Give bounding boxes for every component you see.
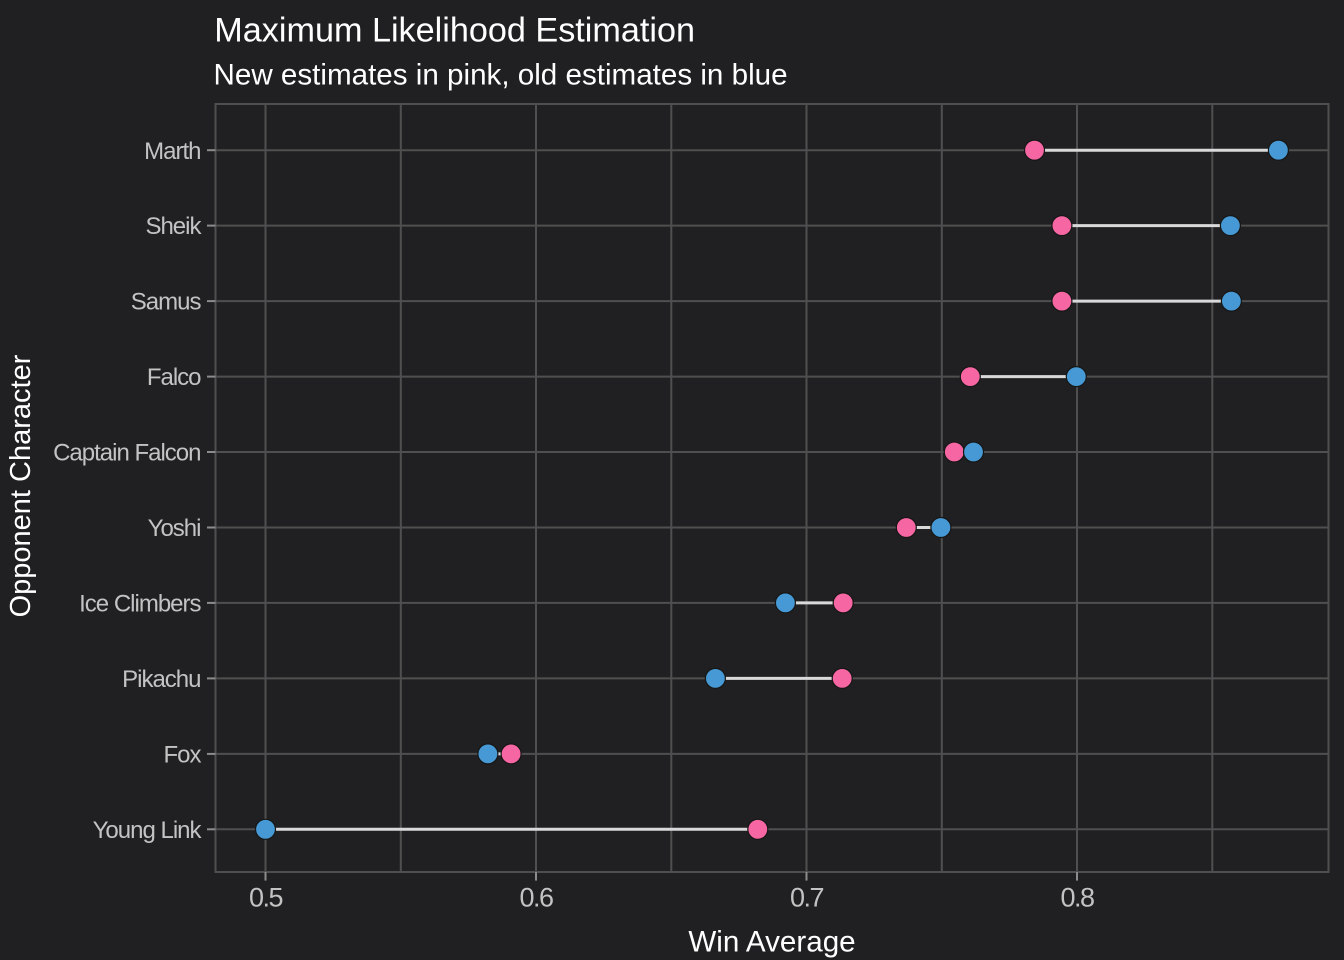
svg-text:0.7: 0.7 xyxy=(790,882,824,912)
svg-text:Fox: Fox xyxy=(163,742,201,769)
svg-text:Opponent Character: Opponent Character xyxy=(5,354,37,617)
svg-text:Sheik: Sheik xyxy=(145,213,202,240)
svg-text:0.5: 0.5 xyxy=(249,882,283,912)
svg-text:Young Link: Young Link xyxy=(93,817,203,844)
svg-text:Captain Falcon: Captain Falcon xyxy=(53,440,200,467)
svg-text:New estimates in pink, old est: New estimates in pink, old estimates in … xyxy=(214,58,788,91)
svg-text:Marth: Marth xyxy=(144,138,200,165)
svg-text:Ice Climbers: Ice Climbers xyxy=(79,591,201,618)
svg-text:Win Average: Win Average xyxy=(688,926,855,959)
svg-text:Maximum Likelihood Estimation: Maximum Likelihood Estimation xyxy=(214,12,695,50)
svg-text:Pikachu: Pikachu xyxy=(122,666,200,693)
svg-text:0.6: 0.6 xyxy=(519,882,553,912)
svg-text:Yoshi: Yoshi xyxy=(148,515,201,542)
svg-text:Falco: Falco xyxy=(147,364,201,391)
svg-text:Samus: Samus xyxy=(131,289,202,316)
svg-text:0.8: 0.8 xyxy=(1060,882,1094,912)
